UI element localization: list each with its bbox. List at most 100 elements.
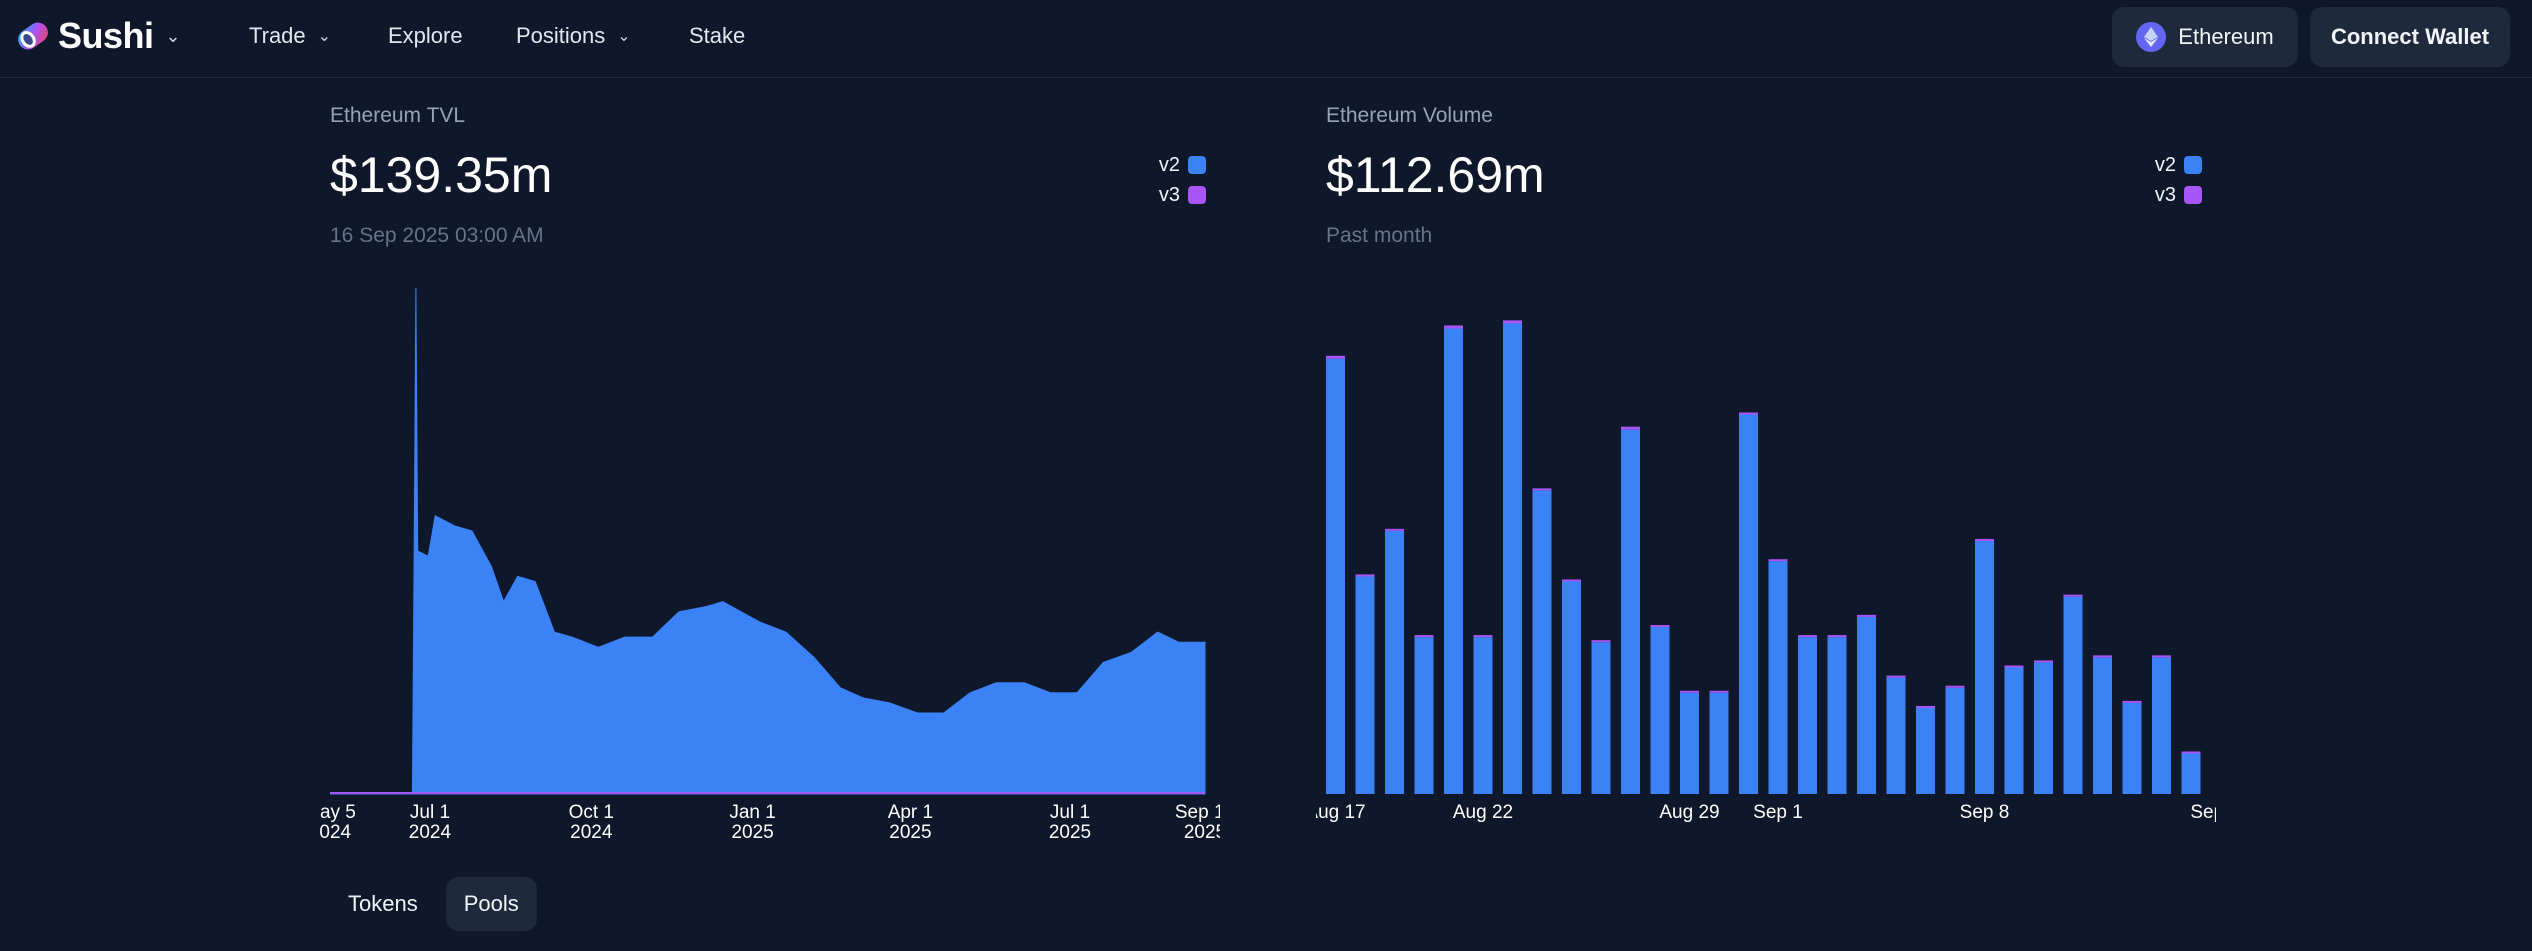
bar-v3 [1975,538,1994,541]
nav-positions-label: Positions [516,23,606,48]
x-tick-label: Jul 1 [410,802,450,823]
chevron-down-icon: ⌄ [165,25,181,46]
ethereum-icon [2136,22,2167,52]
bar-v3 [2093,655,2112,658]
bar-v2 [2181,753,2201,794]
legend-item-v2: v2 [1159,154,1206,176]
x-tick-label: Aug 17 [1316,802,1366,823]
bar-v3 [1532,488,1552,491]
x-tick-label: Sep 8 [1960,802,2010,823]
bar-v3 [1886,675,1906,678]
bar-v3 [1709,690,1729,693]
sushi-logo-menu[interactable]: Sushi ⌄ [14,15,181,56]
bar-v3 [2063,594,2083,597]
bar-v2 [1503,323,1522,794]
x-tick-year: 2024 [320,822,352,843]
bar-v3 [1680,690,1699,693]
bar-v2 [2034,662,2053,794]
x-tick-year: 2024 [570,822,613,843]
bar-v2 [1680,692,1699,794]
explore-tabs: Tokens Pools [330,877,537,931]
bar-v3 [1768,559,1788,562]
tab-tokens[interactable]: Tokens [348,891,418,916]
nav-stake[interactable]: Stake [689,0,745,72]
bar-v2 [1562,581,1581,794]
volume-bar-chart[interactable]: Aug 17 Aug 22 Aug 29 Sep 1 Sep 8 Sep 16 [1316,280,2216,850]
bar-v2 [2093,657,2112,794]
bar-v2 [2004,667,2024,794]
x-tick-year: 2025 [1049,822,1091,843]
legend-item-v3: v3 [1159,184,1206,206]
bar-v2 [1945,687,1965,794]
x-tick-label: Sep 16 [1175,802,1220,823]
bar-v2 [1975,541,1994,794]
x-tick-label: Aug 29 [1659,802,1719,823]
bar-v2 [1739,414,1758,794]
legend-label: v3 [1158,183,1180,206]
bar-v2 [1444,328,1463,794]
bar-v2 [2122,702,2142,794]
bar-v3 [1827,635,1847,638]
bar-v3 [2181,751,2201,754]
bar-v3 [1798,635,1817,638]
bar-v3 [1562,579,1581,582]
bar-v3 [1414,635,1434,638]
connect-wallet-button[interactable]: Connect Wallet [2310,7,2510,67]
bar-v2 [1326,358,1345,794]
bar-v2 [1827,637,1847,794]
x-tick-year: 2025 [889,822,931,843]
volume-period: Past month [1326,224,1433,247]
bar-v2 [1355,576,1375,794]
network-label: Ethereum [2178,24,2274,49]
bar-v3 [1621,426,1640,430]
bar-v3 [1444,325,1463,329]
bar-v3 [1945,685,1965,688]
nav-explore[interactable]: Explore [388,0,463,72]
x-tick-label: Jan 1 [729,802,775,823]
bar-v3 [1473,635,1493,638]
tvl-timestamp: 16 Sep 2025 03:00 AM [330,224,544,247]
bar-v3 [1650,624,1670,628]
legend-item-v3: v3 [2155,184,2202,206]
nav-positions[interactable]: Positions ⌄ [516,0,631,72]
bar-v3 [1857,614,1876,617]
bar-v2 [1473,637,1493,794]
bar-v2 [1532,490,1552,794]
network-selector-button[interactable]: Ethereum [2112,7,2298,67]
bar-v2 [1591,642,1611,794]
x-tick-year: 2024 [409,822,452,843]
bar-v2 [1414,637,1434,794]
tvl-label: Ethereum TVL [330,104,466,127]
legend-swatch [2184,186,2202,204]
nav-stake-label: Stake [689,23,746,48]
bar-v3 [2034,660,2053,663]
x-tick-label: Sep 16 [2190,802,2216,823]
bar-v2 [2152,657,2171,794]
bar-v3 [1355,574,1375,577]
bar-v2 [2063,596,2083,794]
bar-v3 [2004,665,2024,668]
bar-v2 [1385,530,1404,794]
tab-pools[interactable]: Pools [445,877,537,931]
bar-v2 [1621,429,1640,794]
bar-v2 [1650,627,1670,794]
legend-item-v2: v2 [2155,154,2202,176]
legend-label: v2 [2154,153,2176,176]
chevron-down-icon: ⌄ [617,28,631,45]
sushi-logo-icon [18,22,48,50]
x-tick-year: 2025 [731,822,773,843]
nav-trade[interactable]: Trade ⌄ [249,0,331,72]
bar-v3 [1503,320,1522,324]
chevron-down-icon: ⌄ [317,28,332,45]
bar-v3 [2152,655,2171,658]
legend-label: v2 [1158,153,1180,176]
nav-explore-label: Explore [388,23,463,48]
volume-legend: v2 v3 [2136,154,2202,206]
bar-v2 [1798,637,1817,794]
bar-v3 [1916,705,1935,708]
bar-v3 [1739,412,1758,415]
x-tick-label: Oct 1 [569,802,614,823]
x-tick-year: 2025 [1184,822,1220,843]
legend-swatch [1188,186,1206,204]
